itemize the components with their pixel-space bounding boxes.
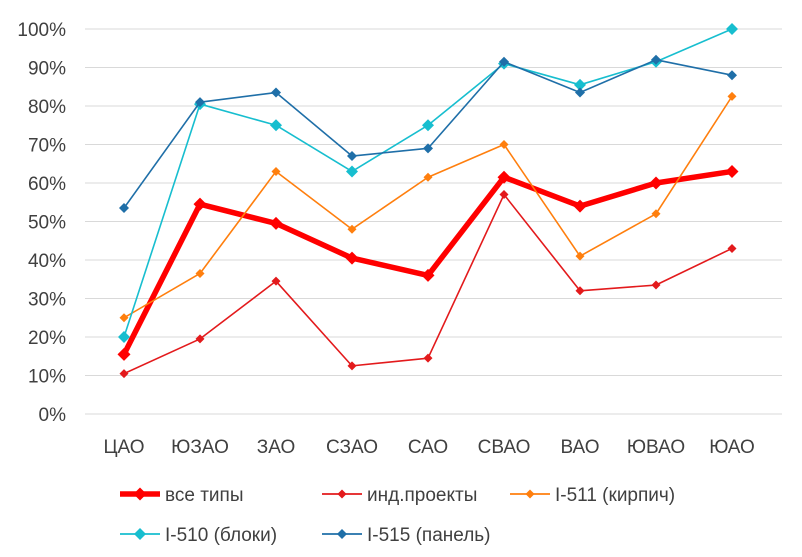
data-point <box>193 197 207 211</box>
data-point <box>651 209 661 219</box>
data-point <box>270 119 282 132</box>
y-tick-label: 40% <box>28 251 66 272</box>
data-point <box>575 286 585 296</box>
data-point <box>119 369 129 379</box>
data-point <box>421 268 435 282</box>
legend-label: I-511 (кирпич) <box>555 485 675 506</box>
data-point <box>269 216 283 230</box>
y-tick-label: 90% <box>28 59 66 80</box>
x-tick-label: ЗАО <box>257 437 296 458</box>
data-point <box>119 203 129 214</box>
data-point <box>422 119 434 132</box>
data-point <box>119 313 129 323</box>
legend-entry: I-510 (блоки) <box>120 525 277 546</box>
legend-marker <box>337 489 347 499</box>
y-tick-label: 10% <box>28 367 66 388</box>
data-point <box>575 251 585 261</box>
data-point <box>499 56 509 67</box>
y-tick-label: 60% <box>28 174 66 195</box>
y-tick-label: 50% <box>28 213 66 234</box>
data-point <box>345 251 359 265</box>
y-tick-label: 0% <box>39 405 67 426</box>
data-point <box>423 172 433 182</box>
y-tick-label: 30% <box>28 290 66 311</box>
legend-label: I-510 (блоки) <box>165 525 277 546</box>
legend-entry: инд.проекты <box>322 485 477 506</box>
y-tick-label: 70% <box>28 136 66 157</box>
series-4 <box>119 54 737 214</box>
y-tick-label: 100% <box>17 20 66 41</box>
data-point <box>649 176 663 190</box>
legend-label: все типы <box>165 485 244 506</box>
series-0 <box>117 164 739 361</box>
legend-entry: I-511 (кирпич) <box>510 485 675 506</box>
data-point <box>499 140 509 149</box>
data-point <box>118 331 130 343</box>
data-point <box>347 361 357 371</box>
data-point <box>346 165 358 178</box>
data-point <box>271 87 281 98</box>
data-point <box>497 170 511 184</box>
data-point <box>271 276 281 286</box>
data-point <box>117 347 131 361</box>
legend-marker <box>525 489 535 499</box>
data-point <box>423 353 433 363</box>
x-tick-label: САО <box>408 437 448 458</box>
data-point <box>651 280 661 290</box>
legend: все типы инд.проекты I-511 (кирпич) I-510 (… <box>120 485 675 546</box>
data-point <box>727 91 737 101</box>
y-axis-ticks: 0% 10% 20% 30% 40% 50% 60% 70% 80% 90% 100% <box>17 20 66 426</box>
data-point <box>195 334 205 344</box>
x-tick-label: ВАО <box>560 437 599 458</box>
data-point <box>574 78 586 91</box>
legend-entry: I-515 (панель) <box>322 525 491 546</box>
y-tick-label: 20% <box>28 328 66 349</box>
data-point <box>195 268 205 278</box>
legend-marker <box>133 487 147 501</box>
legend-marker <box>134 528 146 540</box>
data-point <box>195 97 205 108</box>
x-axis-ticks: ЦАО ЮЗАО ЗАО СЗАО САО СВАО ВАО ЮВАО ЮАО <box>103 437 754 458</box>
data-point <box>347 224 357 234</box>
data-point <box>347 151 357 162</box>
legend-entry: все типы <box>120 485 244 506</box>
data-point <box>423 143 433 154</box>
data-point <box>499 190 509 200</box>
data-point <box>573 199 587 213</box>
x-tick-label: ЮАО <box>709 437 755 458</box>
series <box>117 23 739 379</box>
series-1 <box>119 190 737 379</box>
legend-label: I-515 (панель) <box>367 525 491 546</box>
legend-label: инд.проекты <box>367 485 477 506</box>
data-point <box>575 87 585 98</box>
x-tick-label: ЮЗАО <box>171 437 229 458</box>
data-point <box>726 23 738 35</box>
data-point <box>727 70 737 81</box>
data-point <box>651 54 661 65</box>
data-point <box>727 243 737 253</box>
data-point <box>725 164 739 178</box>
x-tick-label: СВАО <box>478 437 531 458</box>
series-2 <box>119 91 737 323</box>
x-tick-label: ЮВАО <box>627 437 685 458</box>
legend-marker <box>337 529 347 539</box>
y-tick-label: 80% <box>28 97 66 118</box>
data-point <box>271 166 281 176</box>
x-tick-label: СЗАО <box>326 437 378 458</box>
x-tick-label: ЦАО <box>103 437 144 458</box>
